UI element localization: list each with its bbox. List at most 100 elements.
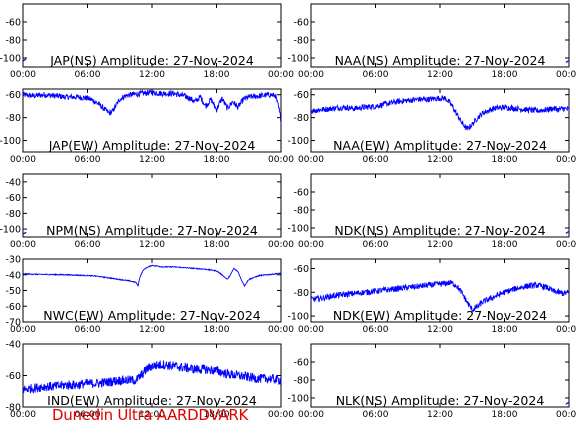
x-tick-label: 00:00 xyxy=(556,70,576,80)
chart-panel-10: -60 -80 -100 00:00 06:00 12:00 18:00 00:00 NLK(N… xyxy=(287,343,576,420)
y-tick-label: -100 xyxy=(0,54,21,65)
x-tick-label: 00:00 xyxy=(298,325,324,335)
x-tick-label: 06:00 xyxy=(363,240,389,250)
y-tick-label: -80 xyxy=(293,376,309,387)
x-tick-label: 06:00 xyxy=(363,325,389,335)
y-tick-label: -70 xyxy=(5,318,21,329)
x-tick-label: 18:00 xyxy=(204,240,230,250)
x-tick-label: 18:00 xyxy=(492,70,518,80)
data-series-line xyxy=(310,279,570,313)
x-tick-label: 12:00 xyxy=(139,155,165,165)
x-tick-label: 06:00 xyxy=(363,155,389,165)
x-tick-label: 06:00 xyxy=(75,325,101,335)
y-tick-label: -60 xyxy=(293,264,309,275)
y-tick-label: -60 xyxy=(293,18,309,29)
chart-title: NPM(NS) Amplitude: 27-Nov-2024 xyxy=(46,223,258,238)
x-tick-label: 06:00 xyxy=(75,155,101,165)
x-tick-label: 00:00 xyxy=(556,325,576,335)
y-tick-label: -60 xyxy=(293,188,309,199)
chart-panel-8: -60 -80 -100 00:00 06:00 12:00 18:00 00:00 NDK(E… xyxy=(287,258,576,335)
x-tick-label: 12:00 xyxy=(427,325,453,335)
x-tick-label: 12:00 xyxy=(427,240,453,250)
y-tick-label: -30 xyxy=(5,255,21,266)
chart-title: JAP(NS) Amplitude: 27-Nov-2024 xyxy=(49,53,254,68)
station-footer: Dunedin Ultra AARDDVARK xyxy=(52,406,249,424)
y-tick-label: -80 xyxy=(293,206,309,217)
y-tick-label: -40 xyxy=(5,177,21,188)
x-tick-label: 18:00 xyxy=(204,155,230,165)
y-tick-label: -80 xyxy=(5,209,21,220)
y-tick-label: -80 xyxy=(5,113,21,124)
data-series-line xyxy=(23,58,27,62)
data-series-line xyxy=(23,264,282,288)
y-tick-label: -100 xyxy=(0,136,21,147)
x-tick-label: 00:00 xyxy=(10,155,36,165)
x-tick-label: 00:00 xyxy=(268,410,294,420)
y-tick-label: -60 xyxy=(5,18,21,29)
y-tick-label: -100 xyxy=(287,394,309,405)
y-tick-label: -100 xyxy=(287,54,309,65)
x-tick-label: 12:00 xyxy=(139,70,165,80)
y-tick-label: -80 xyxy=(5,36,21,47)
x-tick-label: 12:00 xyxy=(427,155,453,165)
x-tick-label: 00:00 xyxy=(268,240,294,250)
y-tick-label: -80 xyxy=(293,36,309,47)
x-tick-label: 00:00 xyxy=(298,155,324,165)
data-series-line xyxy=(310,95,570,131)
x-tick-label: 00:00 xyxy=(10,325,36,335)
x-tick-label: 12:00 xyxy=(427,410,453,420)
x-tick-label: 18:00 xyxy=(492,325,518,335)
y-tick-label: -100 xyxy=(0,225,21,236)
y-tick-label: -80 xyxy=(293,113,309,124)
y-tick-label: -60 xyxy=(293,358,309,369)
chart-panel-3: -60 -80 -100 00:00 06:00 12:00 18:00 00:00 JAP(E… xyxy=(0,88,294,165)
chart-panel-2: -60 -80 -100 00:00 06:00 12:00 18:00 00:00 NAA(N… xyxy=(287,3,576,80)
chart-title: NAA(EW) Amplitude: 27-Nov-2024 xyxy=(333,138,547,153)
chart-panel-4: -60 -80 -100 00:00 06:00 12:00 18:00 00:00 NAA(E… xyxy=(287,88,576,165)
x-tick-label: 12:00 xyxy=(139,240,165,250)
x-tick-label: 06:00 xyxy=(75,70,101,80)
y-tick-label: -100 xyxy=(287,224,309,235)
x-tick-label: 18:00 xyxy=(204,70,230,80)
chart-title: NAA(NS) Amplitude: 27-Nov-2024 xyxy=(335,53,546,68)
x-tick-label: 00:00 xyxy=(268,325,294,335)
x-tick-label: 18:00 xyxy=(204,325,230,335)
x-tick-label: 00:00 xyxy=(268,155,294,165)
y-tick-label: -40 xyxy=(5,270,21,281)
x-tick-label: 18:00 xyxy=(492,240,518,250)
y-tick-label: -100 xyxy=(287,312,309,323)
x-tick-label: 00:00 xyxy=(298,410,324,420)
x-tick-label: 12:00 xyxy=(427,70,453,80)
x-tick-label: 06:00 xyxy=(363,410,389,420)
x-tick-label: 06:00 xyxy=(75,410,101,420)
x-tick-label: 06:00 xyxy=(75,240,101,250)
chart-title: NDK(EW) Amplitude: 27-Nov-2024 xyxy=(333,308,547,323)
y-tick-label: -80 xyxy=(293,288,309,299)
chart-panel-6: -60 -80 -100 00:00 06:00 12:00 18:00 00:00 NDK(N… xyxy=(287,173,576,250)
x-tick-label: 18:00 xyxy=(492,410,518,420)
data-series-line xyxy=(565,60,569,63)
x-tick-label: 00:00 xyxy=(10,70,36,80)
data-series-line xyxy=(22,360,282,394)
x-tick-label: 00:00 xyxy=(10,240,36,250)
y-tick-label: -60 xyxy=(5,90,21,101)
x-tick-label: 12:00 xyxy=(139,325,165,335)
chart-title: JAP(EW) Amplitude: 27-Nov-2024 xyxy=(48,138,256,153)
data-series-line xyxy=(565,231,569,234)
y-tick-label: -60 xyxy=(5,193,21,204)
chart-panel-1: -60 -80 -100 00:00 06:00 12:00 18:00 00:00 JAP(N… xyxy=(0,3,294,80)
x-tick-label: 18:00 xyxy=(204,410,230,420)
x-tick-label: 00:00 xyxy=(556,155,576,165)
x-tick-label: 00:00 xyxy=(556,410,576,420)
y-tick-label: -60 xyxy=(5,302,21,313)
chart-panel-5: -40 -60 -80 -100 00:00 06:00 12:00 18:00 00:00 NP… xyxy=(0,173,294,250)
x-tick-label: 00:00 xyxy=(298,70,324,80)
x-tick-label: 12:00 xyxy=(139,410,165,420)
x-tick-label: 06:00 xyxy=(363,70,389,80)
chart-title: NLK(NS) Amplitude: 27-Nov-2024 xyxy=(336,393,545,408)
x-tick-label: 18:00 xyxy=(492,155,518,165)
x-tick-label: 00:00 xyxy=(10,410,36,420)
